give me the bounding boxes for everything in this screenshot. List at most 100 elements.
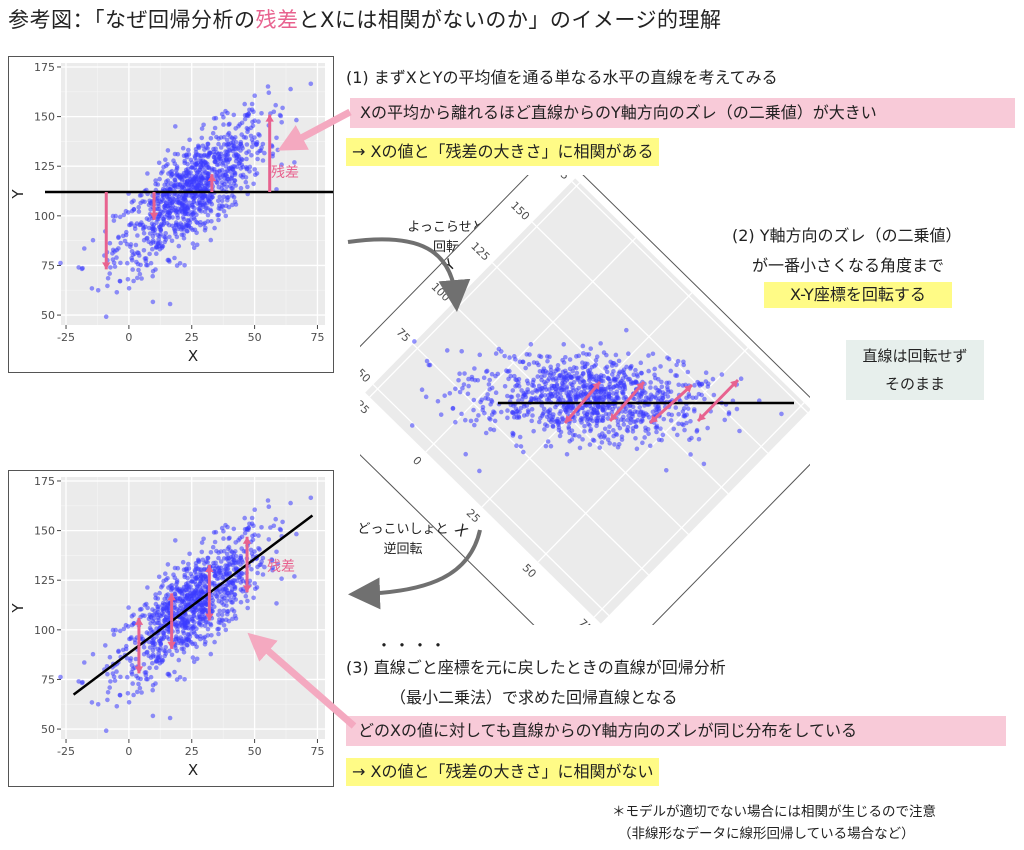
rotated-point — [603, 389, 609, 394]
p3-point — [203, 601, 209, 607]
rotated-point — [609, 409, 615, 415]
p1-point — [279, 162, 284, 167]
rotated-point — [488, 402, 493, 407]
rotated-point — [634, 372, 640, 377]
p1-point — [111, 218, 117, 223]
rotated-point — [637, 405, 642, 410]
rotated-point — [529, 406, 535, 412]
p1-point — [181, 153, 187, 158]
p1-point — [121, 212, 127, 218]
p3-point — [270, 567, 275, 573]
p1-point — [156, 224, 162, 230]
p1-point — [178, 221, 183, 226]
p3-point — [216, 550, 221, 555]
p3-point — [105, 671, 110, 677]
rotated-point — [581, 379, 587, 385]
p3-point — [292, 574, 297, 579]
rotated-point — [483, 430, 489, 436]
p3-residual-label: 残差 — [267, 559, 295, 575]
p3-point — [165, 562, 171, 567]
p1-point — [221, 209, 227, 214]
rotated-point — [626, 351, 631, 357]
p3-point — [150, 607, 155, 612]
p1-point — [210, 166, 215, 171]
p3-point — [198, 588, 204, 593]
p1-point — [154, 251, 159, 256]
p3-point — [129, 669, 134, 675]
p1-point — [190, 203, 195, 208]
p3-point — [153, 681, 158, 686]
p1-point — [204, 145, 209, 150]
p1-point — [213, 115, 219, 121]
p3-point — [145, 585, 150, 590]
p1-point — [190, 211, 196, 216]
rotated-point — [453, 419, 458, 425]
p3-point — [150, 642, 156, 648]
p3-point — [238, 599, 244, 605]
p1-point — [193, 168, 199, 173]
p3-point — [197, 622, 202, 627]
p1-point — [181, 232, 186, 237]
rotated-point — [664, 380, 670, 386]
step2-line2: が一番小さくなる角度まで — [752, 256, 945, 275]
p1-point — [145, 171, 150, 176]
rotated-point — [621, 383, 627, 388]
p3-point — [191, 629, 197, 635]
rotated-point — [511, 414, 517, 420]
rotated-point — [617, 425, 623, 431]
rotated-point — [572, 432, 578, 438]
rotated-point — [597, 396, 603, 402]
p1-point — [247, 169, 252, 174]
p1-point — [82, 246, 87, 251]
p1-point — [242, 116, 248, 122]
rotated-point — [412, 339, 417, 344]
rotated-point — [559, 415, 565, 421]
rotated-point — [622, 386, 628, 392]
rotated-point — [633, 424, 639, 429]
p3-point — [154, 634, 159, 639]
p3-point — [89, 700, 95, 705]
p1-point — [129, 200, 135, 205]
p1-point — [249, 101, 255, 107]
p1-point — [218, 206, 223, 212]
rotated-residual-arrow-b-head — [565, 414, 573, 423]
p3-point — [156, 638, 162, 644]
rotated-point — [600, 414, 605, 419]
p3-point — [180, 559, 186, 565]
p3-point — [208, 651, 214, 657]
p1-point — [190, 241, 196, 246]
rotated-point — [469, 374, 475, 380]
p3-point — [150, 654, 156, 659]
p3-point — [150, 638, 156, 643]
p3-point — [148, 621, 153, 626]
p3-point — [233, 540, 238, 545]
p1-point — [198, 220, 203, 225]
rotated-point — [599, 383, 604, 389]
rotated-residual-arrow-b — [696, 399, 720, 423]
rotated-point — [696, 436, 702, 442]
rotated-point — [648, 380, 653, 385]
p1-point — [128, 242, 134, 247]
p3-point — [242, 530, 248, 536]
p1-point — [76, 265, 81, 270]
rotated-point — [668, 418, 674, 423]
p1-point — [139, 276, 144, 281]
p1-point — [148, 207, 153, 212]
rotated-point — [607, 405, 612, 411]
p3-point — [147, 665, 152, 671]
p1-point — [202, 228, 208, 233]
p1-residual-arrow — [102, 192, 111, 270]
rotated-point — [482, 410, 487, 416]
rotated-point — [674, 362, 679, 368]
p3-point — [209, 633, 214, 638]
rotated-point — [601, 350, 607, 355]
p1-point — [171, 158, 176, 163]
rotated-residual-arrow-a — [716, 378, 740, 402]
p3-point — [280, 519, 285, 525]
rotated-point — [602, 426, 608, 432]
scatter-plot-horizontal-line: -25 0 25 50 75 50 75 100 125 150 175 X Y 残差 — [9, 61, 339, 365]
p3-point — [180, 628, 186, 634]
p3-point — [191, 609, 197, 615]
p3-point — [217, 608, 222, 614]
p1-point — [212, 225, 217, 231]
